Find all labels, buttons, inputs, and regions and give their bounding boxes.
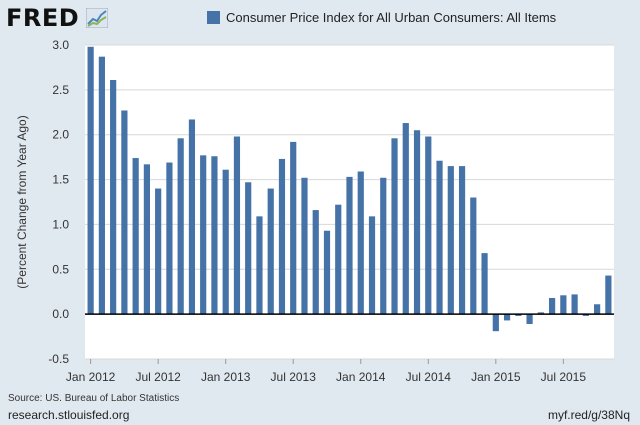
chart-legend: Consumer Price Index for All Urban Consu… (207, 10, 556, 26)
bar (425, 136, 432, 315)
bar (222, 169, 229, 315)
y-tick-label: -0.5 (48, 352, 69, 366)
legend-label: Consumer Price Index for All Urban Consu… (226, 10, 557, 25)
y-tick-label: 3.0 (52, 38, 69, 52)
bar (267, 188, 274, 315)
bar (323, 230, 331, 315)
line-chart-icon (86, 8, 108, 28)
bar (549, 297, 556, 315)
bar (380, 177, 387, 315)
x-tick-label: Jan 2015 (471, 370, 521, 384)
bar (188, 119, 196, 315)
bar (335, 204, 342, 315)
x-tick-label: Jul 2013 (271, 370, 317, 384)
bar (391, 138, 398, 315)
bar (245, 182, 252, 315)
x-tick-label: Jan 2012 (66, 370, 116, 384)
bar (571, 294, 578, 315)
bar (166, 162, 173, 315)
bar (278, 158, 286, 315)
bar (200, 155, 207, 315)
bar (413, 130, 421, 315)
bar (481, 253, 488, 315)
bar (256, 216, 263, 315)
y-tick-label: 0.0 (52, 307, 69, 321)
bar (537, 312, 544, 315)
y-tick-label: 0.5 (52, 262, 69, 276)
bar (312, 210, 319, 315)
bar (211, 156, 218, 315)
bar (357, 171, 364, 315)
bar (402, 123, 409, 315)
bar (470, 197, 477, 315)
x-tick-label: Jul 2012 (135, 370, 181, 384)
bar (560, 295, 567, 315)
y-tick-label: 2.5 (52, 83, 69, 97)
fred-logo: FRED (6, 4, 80, 32)
y-tick-label: 1.5 (52, 173, 69, 187)
bar (605, 275, 612, 315)
bar (233, 136, 241, 315)
x-tick-label: Jan 2013 (201, 370, 251, 384)
bar (177, 138, 184, 315)
bar (155, 188, 162, 315)
site-link[interactable]: research.stlouisfed.org (8, 408, 130, 422)
bar (515, 314, 522, 316)
bar (346, 176, 353, 315)
bar (447, 166, 454, 315)
x-tick-label: Jan 2014 (336, 370, 386, 384)
bar (582, 314, 589, 316)
bar (143, 164, 150, 315)
legend-swatch (207, 11, 220, 24)
bar (436, 160, 443, 315)
source-note: Source: US. Bureau of Labor Statistics (8, 393, 180, 404)
bar (368, 216, 376, 315)
x-tick-label: Jul 2014 (406, 370, 452, 384)
short-link[interactable]: myf.red/g/38Nq (547, 408, 630, 422)
y-axis-label: (Percent Change from Year Ago) (15, 115, 29, 288)
bar (492, 314, 499, 332)
bar (301, 177, 308, 315)
bar (503, 314, 511, 321)
bar (87, 46, 94, 315)
bar (458, 166, 466, 315)
y-tick-label: 1.0 (52, 217, 69, 231)
bar (594, 304, 601, 315)
bar (290, 141, 297, 315)
bar (132, 158, 139, 315)
bar (526, 314, 533, 325)
x-tick-label: Jul 2015 (541, 370, 587, 384)
bar (121, 110, 128, 315)
bar (98, 56, 105, 315)
bar (110, 79, 117, 315)
y-tick-label: 2.0 (52, 128, 69, 142)
